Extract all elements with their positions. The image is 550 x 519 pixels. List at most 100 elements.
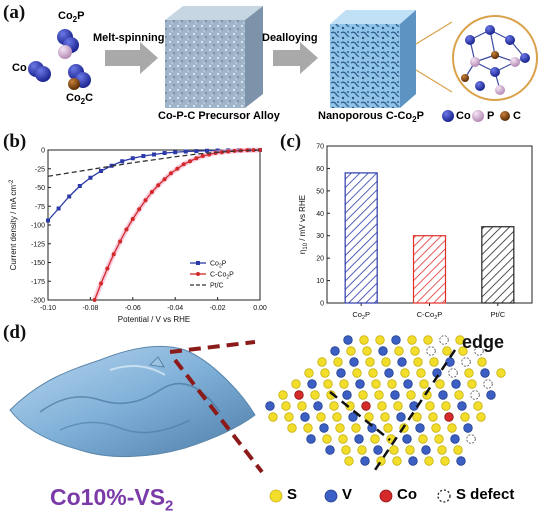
s-defect	[439, 335, 449, 345]
y-tick-label: -100	[31, 223, 45, 230]
y-tick-label: -125	[31, 241, 45, 248]
s-atom	[476, 412, 486, 422]
v-atom	[325, 445, 335, 455]
s-atom	[329, 401, 339, 411]
data-point	[141, 154, 146, 158]
s-atom	[364, 412, 374, 422]
v-atom	[397, 357, 407, 367]
v-atom	[336, 368, 346, 378]
s-defect	[474, 346, 484, 356]
s-defect	[461, 357, 471, 367]
legend-marker	[196, 261, 200, 265]
s-defect	[448, 368, 458, 378]
s-atom	[455, 335, 465, 345]
s-atom	[357, 445, 367, 455]
s-atom	[362, 346, 372, 356]
s-atom	[281, 401, 291, 411]
s-atom	[287, 423, 297, 433]
data-point	[181, 162, 186, 167]
s-atom	[392, 456, 402, 466]
y-tick-label: 20	[316, 256, 324, 263]
y-tick-label: 60	[316, 166, 324, 173]
s-atom	[316, 412, 326, 422]
data-point	[173, 150, 178, 155]
s-atom	[425, 401, 435, 411]
v-atom	[330, 346, 340, 356]
s-atom	[291, 379, 301, 389]
s-atom	[358, 390, 368, 400]
data-point	[99, 169, 103, 173]
x-tick-label: -0.10	[40, 305, 56, 312]
legend-label: C-Co2P	[210, 272, 234, 281]
panel-a-label: (a)	[3, 2, 26, 23]
legend-s-label: S	[287, 486, 298, 503]
s-atom	[442, 346, 452, 356]
s-atom	[339, 379, 349, 389]
s-defect	[466, 434, 476, 444]
data-point	[92, 298, 97, 302]
s-atom	[383, 423, 393, 433]
x-tick-label: -0.04	[167, 305, 183, 312]
data-point	[188, 159, 193, 164]
edge-label: edge	[462, 332, 505, 352]
co2p-crystal-structure	[452, 15, 538, 101]
co-atom	[361, 401, 371, 411]
legend-sdefect-label: S defect	[456, 486, 515, 503]
data-point	[130, 156, 135, 161]
y-tick-label: 70	[316, 144, 324, 151]
s-atom	[375, 335, 385, 345]
v-atom	[390, 390, 400, 400]
s-atom	[310, 390, 320, 400]
data-point	[194, 149, 199, 154]
data-point	[124, 227, 129, 232]
data-point	[194, 156, 199, 161]
s-atom	[323, 379, 333, 389]
s-atom	[416, 368, 426, 378]
y-tick-label: 30	[316, 233, 324, 240]
s-atom	[317, 357, 327, 367]
co-atom	[444, 412, 454, 422]
s-atom	[335, 423, 345, 433]
data-point	[258, 148, 262, 152]
s-atom	[424, 456, 434, 466]
y-tick-label: -175	[31, 279, 45, 286]
chart-c-ylabel: η10 / mV vs RHE	[298, 195, 309, 254]
v-atom	[319, 423, 329, 433]
v-atom	[360, 456, 370, 466]
s-atom	[371, 379, 381, 389]
data-point	[118, 239, 123, 244]
s-atom	[435, 379, 445, 389]
s-atom	[405, 445, 415, 455]
s-atom	[453, 445, 463, 455]
vs2-nanosheet-illustration	[9, 345, 256, 458]
s-atom	[460, 412, 470, 422]
s-atom	[496, 368, 506, 378]
data-point	[130, 217, 135, 221]
co2c-label: Co2C	[66, 92, 94, 107]
s-defect	[483, 379, 493, 389]
s-atom	[434, 434, 444, 444]
data-point	[175, 166, 180, 171]
s-atom	[338, 434, 348, 444]
panel-b-label: (b)	[3, 131, 27, 152]
v-atom	[408, 456, 418, 466]
co-atom	[294, 390, 304, 400]
s-atom	[368, 368, 378, 378]
data-point	[251, 148, 256, 153]
v-atom	[415, 423, 425, 433]
melt-spinning-label: Melt-spinning	[93, 32, 165, 44]
v-atom	[378, 346, 388, 356]
s-atom	[419, 379, 429, 389]
s-atom	[423, 335, 433, 345]
s-atom	[441, 401, 451, 411]
data-point	[152, 152, 156, 157]
s-atom	[284, 412, 294, 422]
v-atom	[348, 412, 358, 422]
y-tick-label: 0	[320, 301, 324, 308]
co2p-label: Co2P	[58, 10, 85, 25]
polarization-curve-chart: -0.10 -0.08 -0.06 -0.04 -0.02 0.00 0 -25 -50 -75 -…	[9, 148, 267, 325]
chart-b-xlabel: Potential / V vs RHE	[118, 315, 190, 324]
s-atom	[297, 401, 307, 411]
y-tick-label: -25	[35, 166, 45, 173]
v-atom	[396, 412, 406, 422]
